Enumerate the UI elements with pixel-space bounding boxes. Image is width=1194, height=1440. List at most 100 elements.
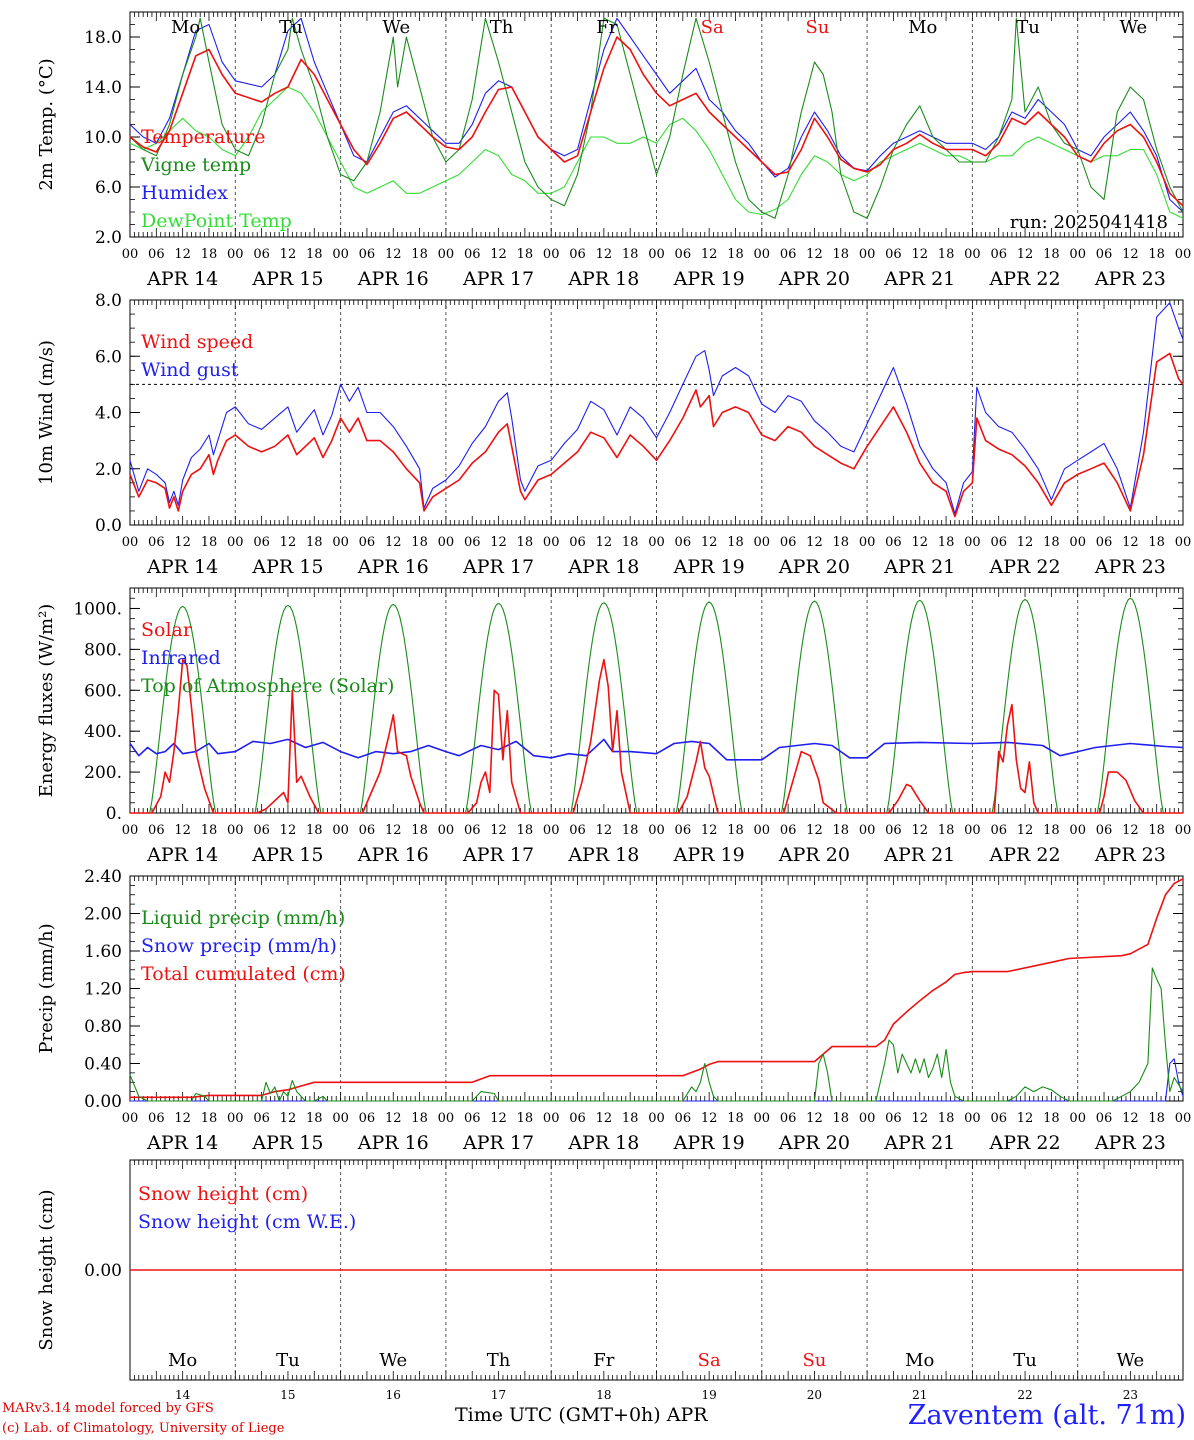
plot-frame (129, 587, 1184, 814)
panel-4: 0.00 0.40 0.80 1.20 1.60 2.00 2.40 Precip (mm/h… (36, 867, 1191, 1154)
date-label: APR 18 (567, 268, 639, 290)
date-label: APR 23 (1094, 1132, 1166, 1154)
y-tick-label: 0. (106, 804, 122, 824)
hour-label: 18 (517, 535, 534, 550)
hour-label: 12 (806, 535, 823, 550)
hour-label: 18 (306, 535, 323, 550)
date-label: APR 15 (251, 1132, 323, 1154)
hour-label: 18 (1148, 535, 1165, 550)
hour-label: 06 (885, 1111, 902, 1126)
date-label: APR 16 (357, 268, 429, 290)
series-line-wind-gust (129, 302, 1184, 515)
hour-label: 00 (1175, 247, 1192, 262)
date-label: APR 19 (673, 844, 745, 866)
hour-label: 18 (411, 1111, 428, 1126)
hour-label: 12 (490, 535, 507, 550)
hour-label: 00 (332, 535, 349, 550)
hour-label: 18 (622, 247, 639, 262)
legend-entry: Snow height (cm) (138, 1183, 308, 1205)
hour-label: 06 (148, 1111, 165, 1126)
hour-label: 00 (754, 1111, 771, 1126)
day-number: 22 (1017, 1388, 1032, 1402)
panel-2: 0.0 2.0 4.0 6.0 8.0 10m Wind (m/s) Wind speed W… (36, 291, 1191, 578)
date-label: APR 17 (462, 268, 534, 290)
hour-label: 00 (332, 1111, 349, 1126)
hour-label: 18 (517, 247, 534, 262)
hour-label: 18 (1043, 247, 1060, 262)
y-tick-label: 1.20 (84, 980, 122, 1000)
hour-label: 00 (227, 535, 244, 550)
weekday-label: We (382, 17, 410, 38)
weekday-label: Tu (1016, 17, 1040, 38)
hour-label: 18 (201, 823, 218, 838)
hour-label: 12 (174, 1111, 191, 1126)
date-label: APR 16 (357, 844, 429, 866)
hour-label: 06 (359, 1111, 376, 1126)
hour-label: 18 (938, 823, 955, 838)
legend-entry: Top of Atmosphere (Solar) (141, 675, 394, 697)
weekday-label: Fr (593, 1350, 614, 1371)
weekday-label: Su (802, 1350, 826, 1371)
day-number: 16 (386, 1388, 401, 1402)
date-label: APR 18 (567, 1132, 639, 1154)
weekday-label: We (379, 1350, 407, 1371)
hour-label: 18 (1148, 823, 1165, 838)
hour-label: 06 (148, 823, 165, 838)
hour-label: 12 (701, 535, 718, 550)
hour-label: 18 (306, 823, 323, 838)
hour-label: 18 (1043, 535, 1060, 550)
y-tick-label: 8.0 (95, 291, 122, 311)
day-number: 23 (1123, 1388, 1138, 1402)
date-label: APR 23 (1094, 556, 1166, 578)
y-axis-label: Snow height (cm) (36, 1189, 57, 1350)
hour-label: 06 (885, 247, 902, 262)
hour-label: 06 (253, 535, 270, 550)
hour-label: 18 (1148, 1111, 1165, 1126)
hour-label: 06 (780, 1111, 797, 1126)
date-label: APR 18 (567, 844, 639, 866)
hour-label: 00 (964, 247, 981, 262)
hour-label: 00 (754, 535, 771, 550)
hour-label: 06 (1096, 247, 1113, 262)
y-tick-label: 1.60 (84, 942, 122, 962)
hour-label: 06 (359, 535, 376, 550)
hour-label: 12 (911, 823, 928, 838)
y-tick-label: 2.00 (84, 905, 122, 925)
y-tick-label: 2.40 (84, 867, 122, 887)
lab-credit: (c) Lab. of Climatology, University of L… (2, 1421, 285, 1436)
day-number: 21 (912, 1388, 927, 1402)
hour-label: 00 (543, 535, 560, 550)
hour-label: 12 (385, 1111, 402, 1126)
y-tick-label: 2.0 (95, 460, 122, 480)
series-line-vigne-temp (129, 17, 1184, 219)
series-line-wind-speed (129, 352, 1184, 518)
y-tick-label: 18.0 (84, 28, 122, 48)
series-line-dewpoint-temp (129, 86, 1184, 219)
hour-label: 00 (543, 823, 560, 838)
model-credit: MARv3.14 model forced by GFS (2, 1401, 214, 1416)
hour-label: 06 (1096, 823, 1113, 838)
legend-entry: Snow precip (mm/h) (141, 935, 337, 957)
weekday-label: Sa (698, 1350, 721, 1371)
date-label: APR 14 (146, 556, 218, 578)
date-label: APR 20 (778, 268, 850, 290)
date-label: APR 16 (357, 556, 429, 578)
y-tick-label: 400. (84, 722, 122, 742)
date-label: APR 21 (883, 268, 955, 290)
hour-label: 18 (727, 535, 744, 550)
hour-label: 06 (780, 247, 797, 262)
date-label: APR 17 (462, 556, 534, 578)
station-name: Zaventem (alt. 71m) (907, 1400, 1186, 1431)
hour-label: 00 (859, 1111, 876, 1126)
legend-entry: Liquid precip (mm/h) (141, 907, 345, 929)
hour-label: 06 (675, 823, 692, 838)
hour-label: 12 (1017, 247, 1034, 262)
hour-label: 18 (201, 535, 218, 550)
hour-label: 00 (332, 247, 349, 262)
legend-entry: Wind gust (141, 359, 239, 381)
hour-label: 12 (596, 1111, 613, 1126)
hour-label: 06 (464, 1111, 481, 1126)
hour-label: 00 (648, 1111, 665, 1126)
hour-label: 06 (253, 247, 270, 262)
hour-label: 00 (754, 823, 771, 838)
